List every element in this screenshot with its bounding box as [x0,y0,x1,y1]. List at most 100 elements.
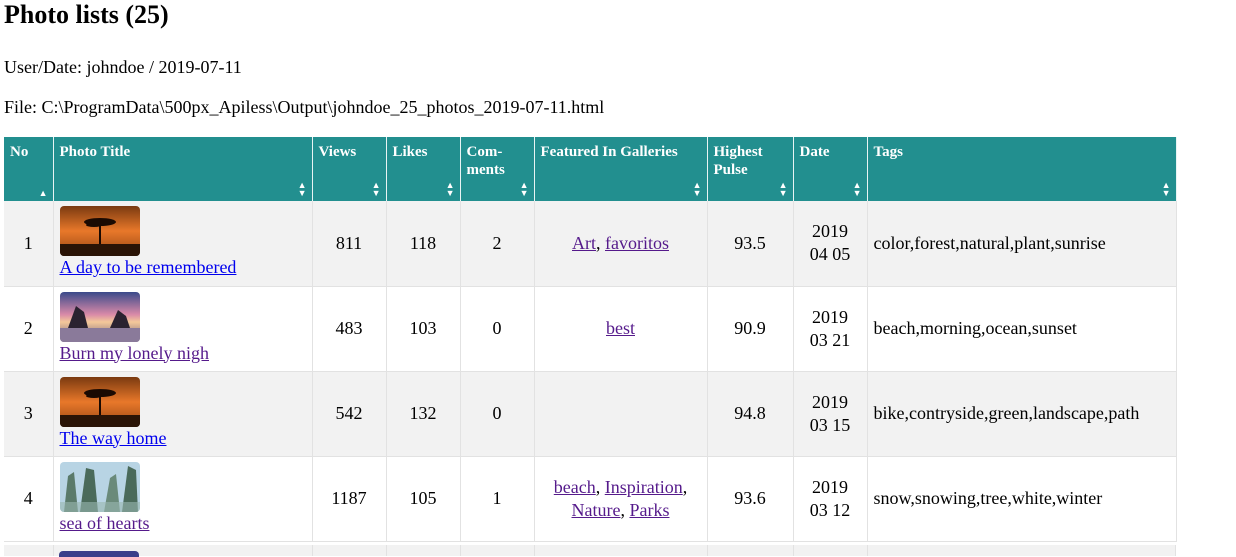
sort-both-icon: ▲ ▼ [778,180,788,198]
photo-thumbnail[interactable] [59,291,140,342]
likes-cell: 103 [386,286,461,372]
date-month-day: 04 05 [809,244,851,265]
date-month-day: 03 15 [809,414,851,435]
likes-cell: 118 [386,201,461,287]
tags-cell: bike,contryside,green,landscape,path [867,371,1177,457]
views-cell: 1187 [312,456,387,542]
column-label: Likes [392,144,428,160]
column-header-highest-pulse[interactable]: Highest Pulse ▲ ▼ [707,137,794,201]
photo-title-link[interactable]: A day to be remembered [59,257,237,277]
gallery-link[interactable]: Art [572,232,596,253]
views-cell: 483 [312,286,387,372]
comments-cell: 2 [460,201,535,287]
column-header-views[interactable]: Views ▲ ▼ [312,137,387,201]
column-label: No [10,144,29,160]
gallery-link[interactable]: best [606,318,635,338]
photo-cell: Burn my lonely nigh [53,286,313,372]
galleries-cell: best [534,286,708,372]
tags-cell: snow,snowing,tree,white,winter [867,456,1177,542]
photo-cell: sea of hearts [53,456,313,542]
file-path-line: File: C:\ProgramData\500px_Apiless\Outpu… [4,97,605,117]
column-label: Photo Title [59,144,131,160]
column-header-likes[interactable]: Likes ▲ ▼ [386,137,461,201]
user-date-line: User/Date: johndoe / 2019-07-11 [4,57,242,77]
pulse-cell: 93.5 [707,201,794,287]
gallery-link[interactable]: Parks [629,499,670,520]
column-label: Views [318,144,357,160]
pulse-cell: 90.9 [707,286,794,372]
date-year: 2019 [812,476,848,497]
photo-thumbnail[interactable] [59,551,139,557]
photo-cell: The way home [53,371,313,457]
table-row: 2 Burn my lonely nigh 483 103 0 best 90.9 2019 0… [4,286,1177,372]
likes-cell: 132 [386,371,461,457]
comments-cell: 0 [460,286,535,372]
sort-both-icon: ▲ ▼ [297,180,307,198]
photo-table: No ▲ Photo Title ▲ ▼ Views ▲ ▼ Likes ▲ ▼ Com-me… [4,137,1177,542]
row-number: 4 [4,456,54,542]
next-table-row-partial [4,545,1176,557]
date-month-day: 03 21 [809,329,851,350]
views-cell: 811 [312,201,387,287]
pulse-cell: 94.8 [707,371,794,457]
photo-title-link[interactable]: Burn my lonely nigh [59,342,210,363]
sort-both-icon: ▲ ▼ [692,180,702,198]
column-header-comments[interactable]: Com-ments ▲ ▼ [460,137,535,201]
photo-cell: A day to be remembered [53,201,313,287]
gallery-separator: , [595,476,605,497]
date-year: 2019 [812,306,848,327]
galleries-cell: Art, favoritos [534,201,708,287]
photo-thumbnail[interactable] [59,461,140,512]
column-header-no[interactable]: No ▲ [4,137,54,201]
gallery-link[interactable]: favoritos [605,232,669,253]
photo-title-link[interactable]: sea of hearts [59,512,150,533]
date-cell: 2019 04 05 [793,201,868,287]
row-number: 1 [4,201,54,287]
date-cell: 2019 03 12 [793,456,868,542]
header-row: No ▲ Photo Title ▲ ▼ Views ▲ ▼ Likes ▲ ▼ Com-me… [4,137,1177,201]
comments-cell: 1 [460,456,535,542]
gallery-separator: , [620,499,630,520]
sort-both-icon: ▲ ▼ [519,180,529,198]
sort-both-icon: ▲ ▼ [1161,180,1171,198]
likes-cell: 105 [386,456,461,542]
row-number: 2 [4,286,54,372]
galleries-cell [534,371,708,457]
date-cell: 2019 03 15 [793,371,868,457]
photo-thumbnail[interactable] [59,206,140,256]
date-year: 2019 [812,391,848,412]
gallery-separator: , [596,232,605,253]
page-title: Photo lists (25) [4,0,169,29]
sort-both-icon: ▲ ▼ [371,180,381,198]
sort-both-icon: ▲ ▼ [445,180,455,198]
column-label: Featured In Galleries [540,144,678,160]
galleries-cell: beach, Inspiration, Nature, Parks [534,456,708,542]
table-row: 3 The way home 542 132 0 94.8 2019 03 15 bike,co… [4,371,1177,457]
column-label: Date [799,144,830,160]
column-label: Highest Pulse [713,144,763,178]
sort-up-icon: ▲ [38,188,48,198]
comments-cell: 0 [460,371,535,457]
column-header-tags[interactable]: Tags ▲ ▼ [867,137,1177,201]
gallery-separator: , [682,476,688,497]
column-header-date[interactable]: Date ▲ ▼ [793,137,868,201]
table-row: 4 sea of hearts 1187 105 1 beach, Inspiration… [4,456,1177,542]
pulse-cell: 93.6 [707,456,794,542]
date-month-day: 03 12 [809,499,851,520]
gallery-link[interactable]: Nature [571,499,621,520]
photo-thumbnail[interactable] [59,376,140,427]
row-number: 3 [4,371,54,457]
column-label: Tags [873,144,903,160]
tags-cell: color,forest,natural,plant,sunrise [867,201,1177,287]
date-cell: 2019 03 21 [793,286,868,372]
gallery-link[interactable]: beach [553,476,596,497]
column-header-featured-galleries[interactable]: Featured In Galleries ▲ ▼ [534,137,708,201]
date-year: 2019 [812,221,848,242]
photo-title-link[interactable]: The way home [59,427,167,448]
column-label: Com-ments [466,144,505,178]
tags-cell: beach,morning,ocean,sunset [867,286,1177,372]
sort-both-icon: ▲ ▼ [852,180,862,198]
column-header-photo-title[interactable]: Photo Title ▲ ▼ [53,137,313,201]
gallery-link[interactable]: Inspiration [604,476,683,497]
